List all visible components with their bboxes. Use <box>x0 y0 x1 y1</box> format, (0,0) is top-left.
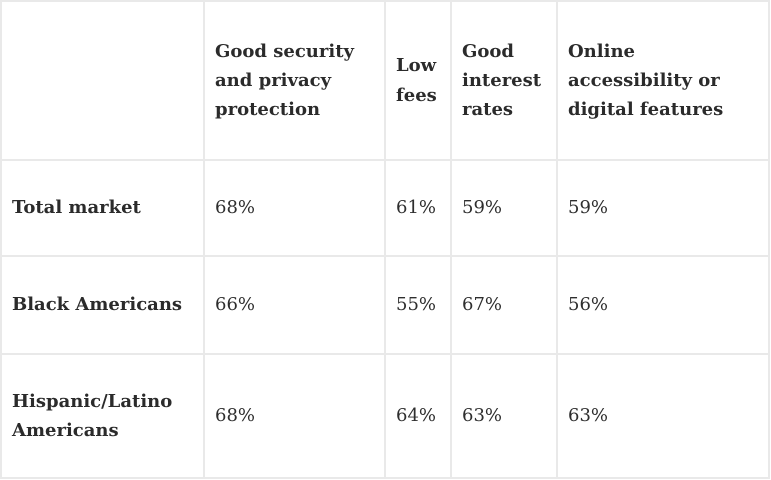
column-header-interest-rates: Good interest rates <box>450 0 558 161</box>
cell-value: 55% <box>384 255 452 355</box>
row-label: Black Americans <box>0 255 205 355</box>
table-row-total-market: Total market 68% 61% 59% 59% <box>0 159 770 257</box>
cell-value: 63% <box>556 353 770 479</box>
column-header-label: Good interest rates <box>462 40 542 121</box>
cell-value: 66% <box>203 255 386 355</box>
column-header-security-privacy: Good security and privacy protection <box>203 0 386 161</box>
cell-value: 56% <box>556 255 770 355</box>
column-header-online-accessibility: Online accessibility or digital features <box>556 0 770 161</box>
column-header-low-fees: Low fees <box>384 0 452 161</box>
cell-value: 68% <box>203 159 386 257</box>
row-label: Hispanic/Latino Americans <box>0 353 205 479</box>
cell-value: 64% <box>384 353 452 479</box>
table-row-hispanic-latino-americans: Hispanic/Latino Americans 68% 64% 63% 63… <box>0 353 770 479</box>
column-header-label: Good security and privacy protection <box>215 40 354 121</box>
row-label: Total market <box>0 159 205 257</box>
table-row-black-americans: Black Americans 66% 55% 67% 56% <box>0 255 770 355</box>
cell-value: 59% <box>556 159 770 257</box>
cell-value: 68% <box>203 353 386 479</box>
column-header-label: Online accessibility or digital features <box>568 40 724 121</box>
corner-cell <box>0 0 205 161</box>
cell-value: 67% <box>450 255 558 355</box>
header-row: Good security and privacy protection Low… <box>0 0 770 161</box>
column-header-label: Low fees <box>396 55 437 106</box>
cell-value: 63% <box>450 353 558 479</box>
cell-value: 61% <box>384 159 452 257</box>
cell-value: 59% <box>450 159 558 257</box>
